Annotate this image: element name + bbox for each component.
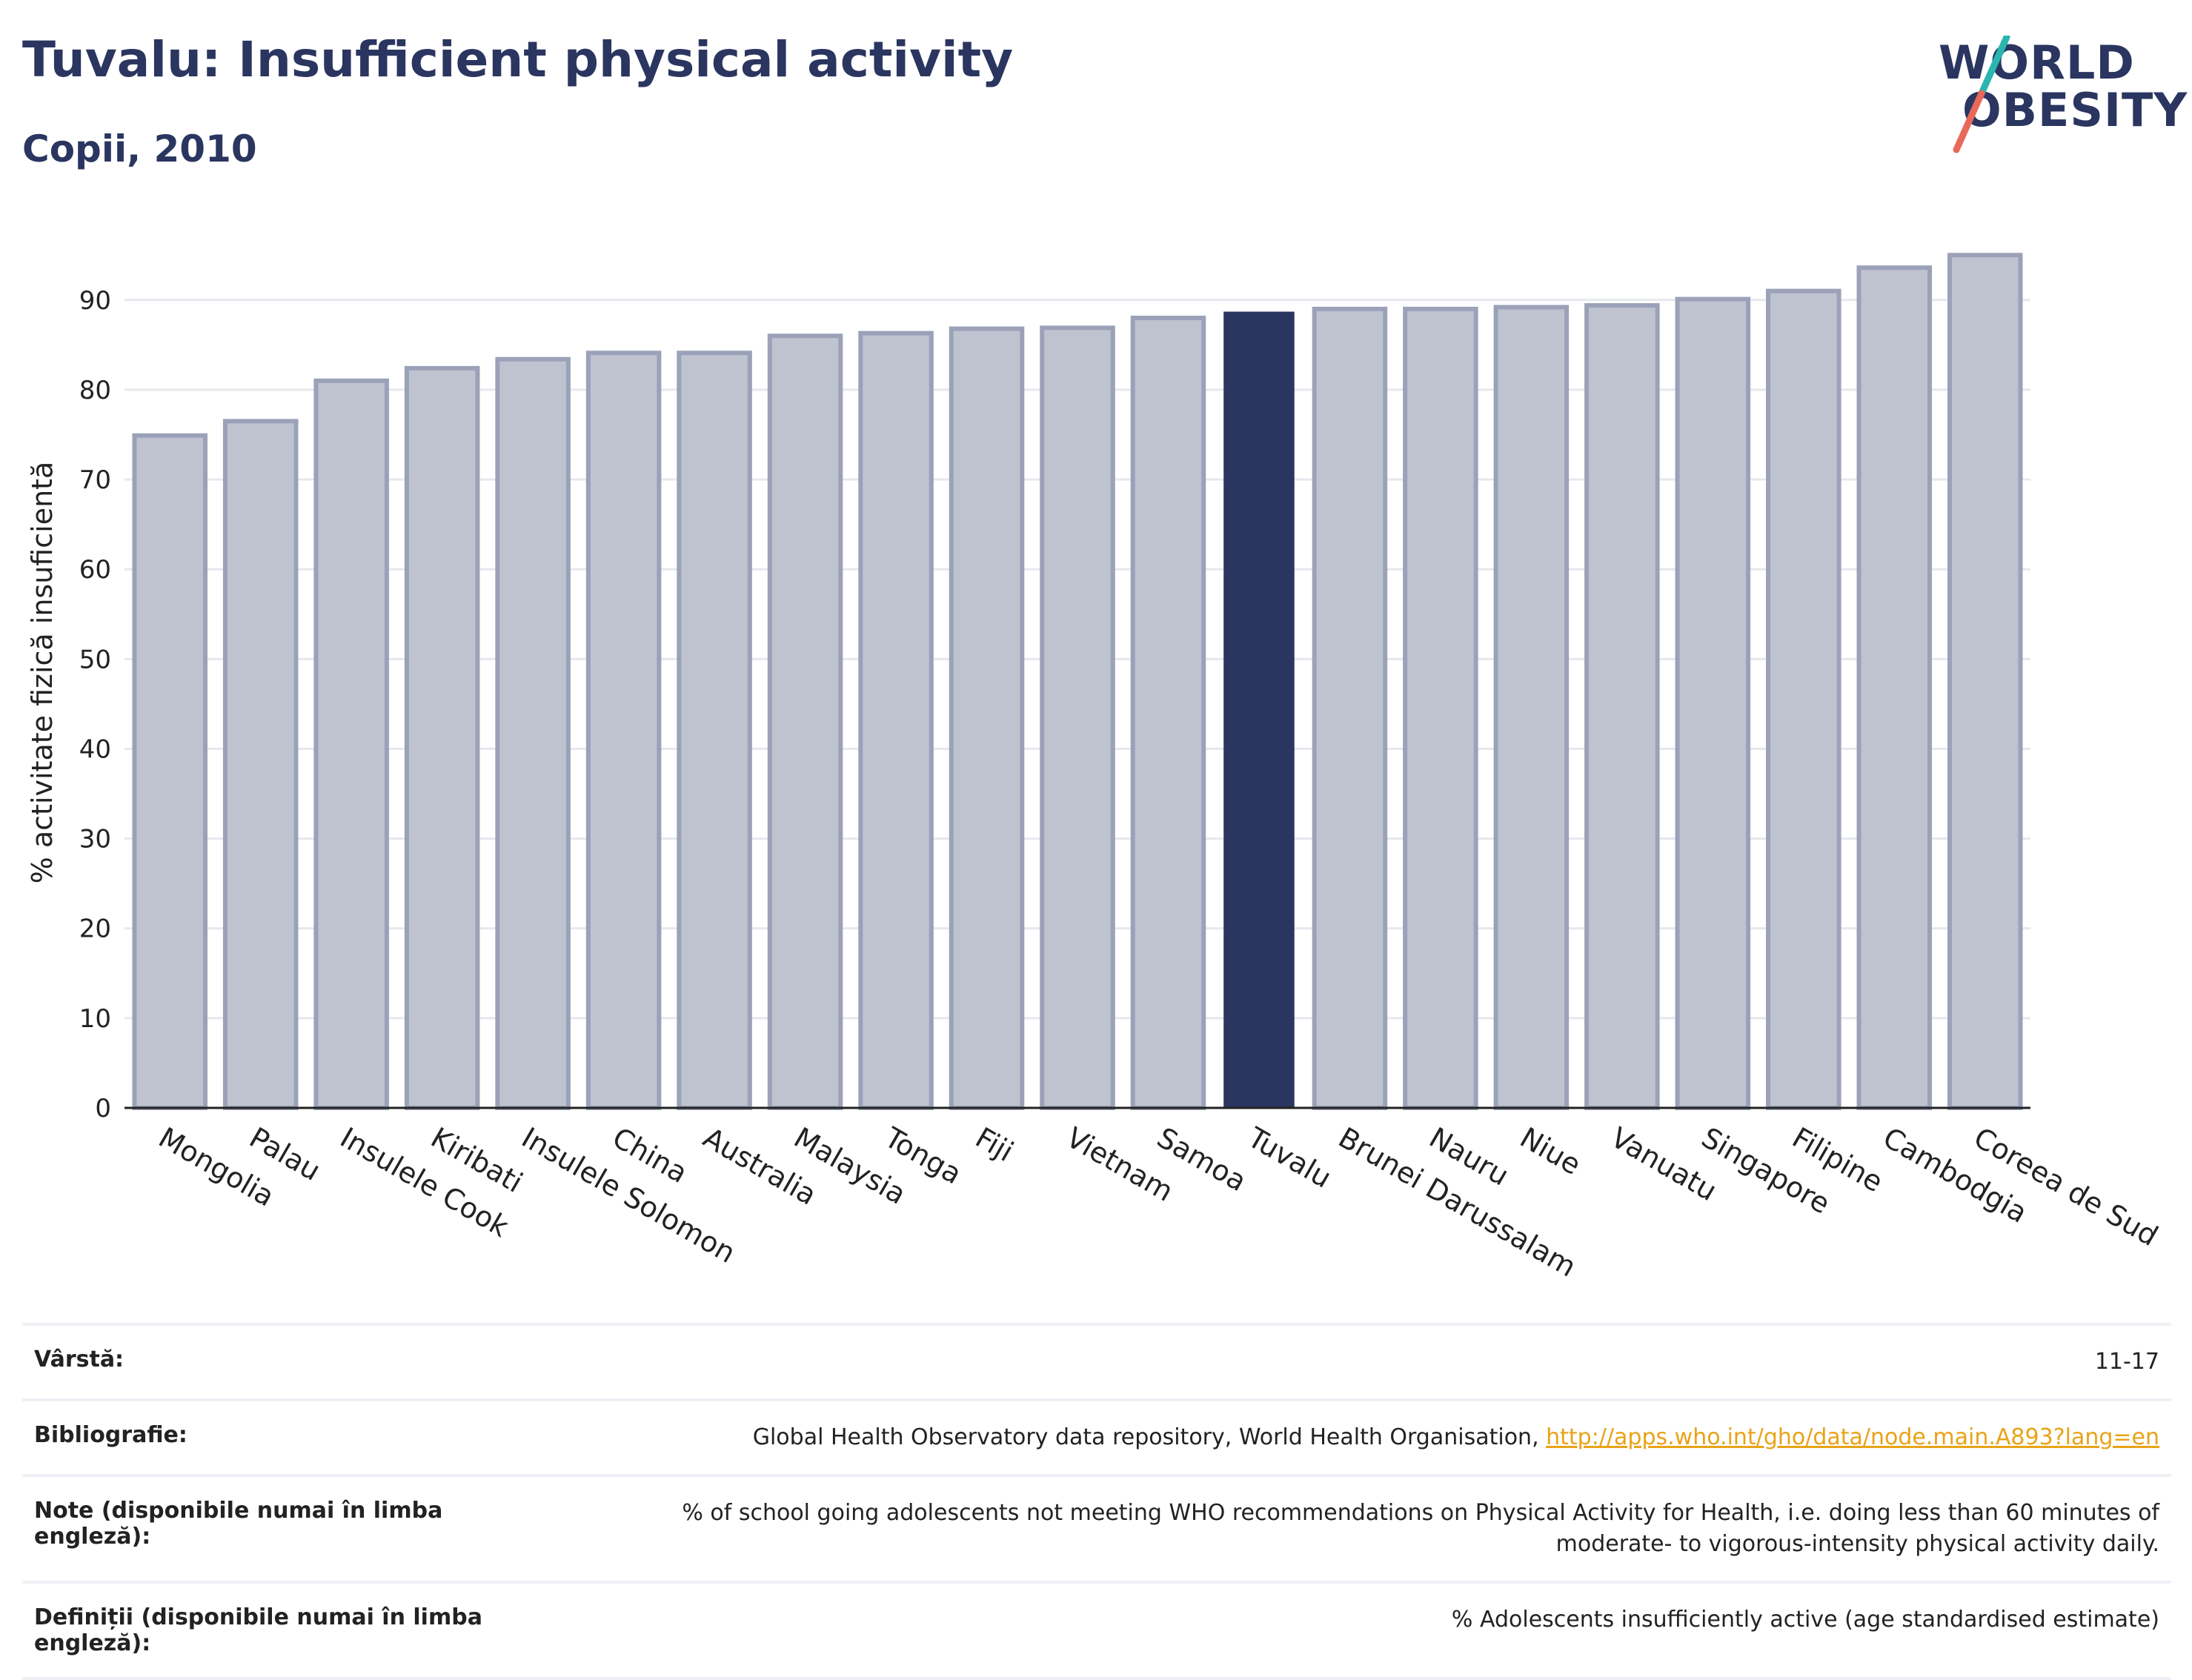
bar [1856, 265, 1933, 1111]
world-obesity-logo[interactable]: WORLD OBESITY [1934, 36, 2187, 154]
bar [1223, 311, 1295, 1108]
bar [1766, 288, 1841, 1110]
bar [132, 433, 208, 1110]
y-tick-label: 10 [79, 1004, 111, 1034]
bar [1040, 325, 1115, 1111]
bar [858, 331, 934, 1110]
info-value: 11-17 [2094, 1349, 2159, 1375]
bar [1675, 296, 1751, 1110]
x-tick-label: Tuvalu [1242, 1120, 1337, 1195]
info-value: % of school going adolescents not meetin… [682, 1500, 2159, 1557]
bar [1584, 303, 1660, 1110]
source-link[interactable]: http://apps.who.int/gho/data/node.main.A… [1546, 1424, 2159, 1450]
bar [1493, 305, 1570, 1111]
bar [1403, 306, 1478, 1110]
info-key: Definiții (disponibile numai în limba en… [34, 1604, 482, 1656]
info-row-age: Vârstă: 11-17 [22, 1323, 2171, 1398]
y-tick-label: 60 [79, 555, 111, 585]
page-title: Tuvalu: Insufficient physical activity [22, 31, 1014, 88]
y-axis-label: % activitate fizică insuficientă [26, 462, 59, 884]
y-tick-label: 0 [95, 1094, 111, 1123]
info-row-definitions: Definiții (disponibile numai în limba en… [22, 1581, 2171, 1680]
info-row-notes: Note (disponibile numai în limba engleză… [22, 1474, 2171, 1581]
logo-text-line1: WORLD [1939, 36, 2135, 90]
y-tick-label: 20 [79, 914, 111, 944]
page-subtitle: Copii, 2010 [22, 127, 257, 170]
y-tick-label: 80 [79, 376, 111, 405]
bibliography-text: Global Health Observatory data repositor… [752, 1424, 1547, 1450]
bar [404, 365, 480, 1111]
y-tick-label: 40 [79, 734, 111, 764]
y-tick-label: 50 [79, 645, 111, 674]
bar [949, 326, 1025, 1111]
bar [1312, 306, 1388, 1110]
info-value: Global Health Observatory data repositor… [553, 1422, 2159, 1453]
bar [585, 351, 662, 1111]
logo-text-line2: OBESITY [1962, 83, 2188, 137]
bar-chart: 0 10 20 30 40 50 60 70 80 90 % activitate fizică i… [26, 253, 2164, 1284]
bar [767, 333, 843, 1110]
info-row-bibliography: Bibliografie: Global Health Observatory … [22, 1398, 2171, 1474]
info-key: Vârstă: [34, 1347, 124, 1372]
bar [1947, 253, 2023, 1110]
bar [677, 351, 752, 1111]
info-table: Vârstă: 11-17 Bibliografie: Global Healt… [22, 1323, 2171, 1680]
y-tick-label: 90 [79, 286, 111, 316]
logo-slash-icon [1953, 36, 2010, 153]
bar [222, 419, 299, 1110]
bar [313, 378, 389, 1110]
info-key: Bibliografie: [34, 1422, 187, 1448]
x-tick-label: Fiji [970, 1121, 1019, 1168]
x-tick-label: Niue [1515, 1121, 1587, 1181]
y-tick-label: 70 [79, 465, 111, 495]
bar [495, 356, 571, 1111]
info-value: % Adolescents insufficiently active (age… [1451, 1607, 2159, 1633]
bar [1130, 316, 1206, 1110]
y-tick-label: 30 [79, 825, 111, 854]
info-key: Note (disponibile numai în limba engleză… [34, 1498, 443, 1550]
